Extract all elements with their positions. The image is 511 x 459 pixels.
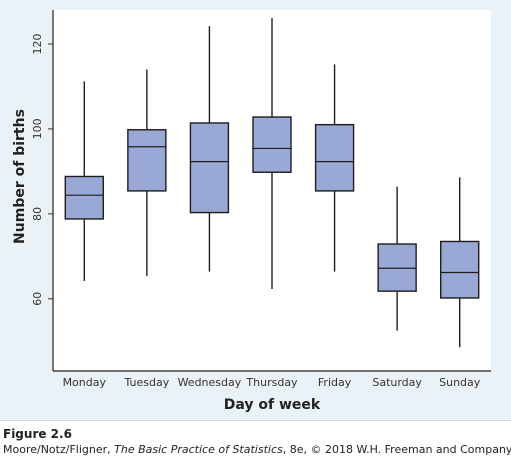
chart-area: 60 80 100 120 Monday Tuesday Wednesday Thursday…	[12, 10, 491, 413]
figure-caption: Figure 2.6 Moore/Notz/Fligner, The Basic…	[0, 420, 511, 459]
box-sunday	[440, 240, 480, 299]
x-tick-label: Monday	[63, 376, 107, 389]
y-axis-title: Number of births	[12, 109, 28, 244]
credit-authors: Moore/Notz/Fligner,	[3, 443, 115, 456]
box-friday	[314, 123, 355, 192]
x-tick-label: Friday	[318, 376, 352, 389]
box-saturday	[377, 243, 417, 292]
credit-rest: , 8e, © 2018 W.H. Freeman and Company	[282, 443, 511, 456]
y-tick-label: 60	[31, 292, 44, 306]
x-tick-label: Saturday	[372, 376, 422, 389]
y-tick-label: 120	[31, 33, 44, 54]
box-plot-chart: 60 80 100 120 Monday Tuesday Wednesday Thursday…	[12, 10, 491, 413]
box-monday	[64, 175, 104, 220]
x-axis-title: Day of week	[224, 397, 321, 413]
x-tick-label: Sunday	[439, 376, 481, 389]
figure-credit: Moore/Notz/Fligner, The Basic Practice o…	[3, 443, 511, 456]
box-tuesday	[127, 129, 167, 192]
x-tick-label: Thursday	[245, 376, 298, 389]
x-tick-label: Tuesday	[123, 376, 169, 389]
y-tick-label: 100	[31, 118, 44, 139]
y-tick-label: 80	[31, 207, 44, 221]
box-thursday	[252, 116, 292, 173]
figure-label: Figure 2.6	[3, 427, 72, 441]
box-wednesday	[189, 122, 230, 214]
credit-book-title: The Basic Practice of Statistics	[114, 443, 283, 456]
x-tick-label: Wednesday	[178, 376, 242, 389]
